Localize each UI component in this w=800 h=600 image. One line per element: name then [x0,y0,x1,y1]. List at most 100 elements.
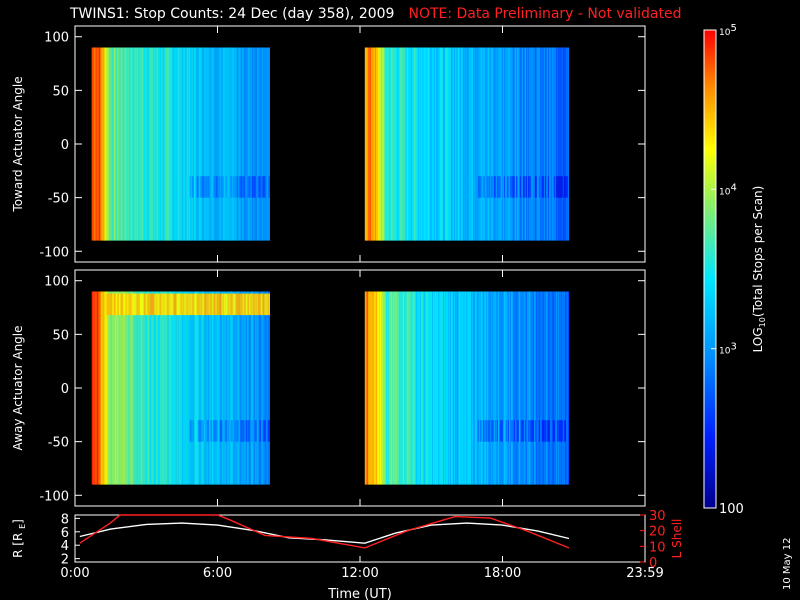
heatmap-band [151,293,153,316]
heatmap-column [478,291,481,485]
heatmap-column [546,291,549,485]
heatmap-column [131,47,133,241]
orbit-left-label-sub: E [18,524,27,529]
heatmap-column [379,47,382,241]
heatmap-patch [557,176,560,198]
heatmap-band [262,293,264,316]
heatmap-column [405,47,408,241]
heatmap-column [450,291,453,485]
heatmap-column [123,291,125,485]
heatmap-column [241,47,243,241]
heatmap-column [404,47,407,241]
heatmap-column [409,47,412,241]
heatmap-column [232,47,234,241]
heatmap-patch [477,176,480,198]
heatmap-band [260,293,262,316]
heatmap-column [235,47,237,241]
heatmap-column [390,291,393,485]
heatmap-column [483,47,486,241]
heatmap-column [376,47,379,241]
heatmap-patch [257,176,259,198]
heatmap-column [159,47,161,241]
heatmap-column [432,47,435,241]
heatmap-column [427,47,430,241]
heatmap-column [469,291,472,485]
heatmap-column [398,291,401,485]
heatmap-column [139,47,141,241]
heatmap-patch [248,176,250,198]
heatmap-column [213,291,215,485]
heatmap-column [233,47,235,241]
heatmap-column [183,47,185,241]
heatmap-band [213,293,215,316]
y-tick-label: -100 [39,489,69,504]
heatmap-column [385,291,388,485]
heatmap-patch [563,420,566,442]
heatmap-column [226,47,228,241]
orbit-left-label-main: R [R [11,529,25,558]
heatmap-column [408,291,411,485]
heatmap-band [146,293,148,316]
heatmap-patch [485,420,488,442]
heatmap-column [205,291,207,485]
heatmap-band [207,293,209,316]
heatmap-column [146,47,148,241]
heatmap-column [244,47,246,241]
heatmap-column [236,47,238,241]
heatmap-patch [522,420,525,442]
heatmap-patch [197,176,199,198]
heatmap-column [381,291,384,485]
heatmap-column [103,291,105,485]
heatmap-column [187,47,189,241]
heatmap-column [367,47,370,241]
heatmap-column [115,47,117,241]
heatmap-column [558,291,561,485]
heatmap-patch [496,420,499,442]
heatmap-band [203,293,205,316]
heatmap-column [487,291,490,485]
heatmap-column [140,47,142,241]
heatmap-patch [478,176,481,198]
heatmap-patch [494,420,497,442]
colorbar-tick-base: 100 [719,502,744,517]
heatmap-column [471,291,474,485]
heatmap-band [140,293,142,316]
heatmap-patch [201,420,203,442]
heatmap-column [195,291,197,485]
heatmap-column [119,47,121,241]
orbit-right-label: L Shell [670,519,684,559]
heatmap-band [108,293,110,316]
heatmap-column [533,47,536,241]
heatmap-column [397,47,400,241]
heatmap-column [448,47,451,241]
heatmap-patch [543,420,546,442]
orbit-y-tick-label: 2 [61,553,69,568]
heatmap-column [217,47,219,241]
heatmap-column [467,291,470,485]
heatmap-patch [499,420,502,442]
heatmap-patch [522,176,525,198]
heatmap-column [396,291,399,485]
heatmap-patch [225,176,227,198]
heatmap-band [235,293,237,316]
heatmap-patch [561,176,564,198]
heatmap-column [164,291,166,485]
heatmap-column [150,47,152,241]
heatmap-patch [236,420,238,442]
heatmap-column [379,291,382,485]
heatmap-patch [556,420,559,442]
heatmap-column [130,291,132,485]
heatmap-band [122,293,124,316]
heatmap-column [195,47,197,241]
heatmap-column [464,291,467,485]
heatmap-column [203,47,205,241]
heatmap-column [527,47,530,241]
heatmap-patch [242,176,244,198]
heatmap-patch [541,176,544,198]
heatmap-patch [538,176,541,198]
heatmap-column [399,47,402,241]
heatmap-patch [248,420,250,442]
heatmap-column [438,291,441,485]
heatmap-column [388,47,391,241]
heatmap-band [215,293,217,316]
